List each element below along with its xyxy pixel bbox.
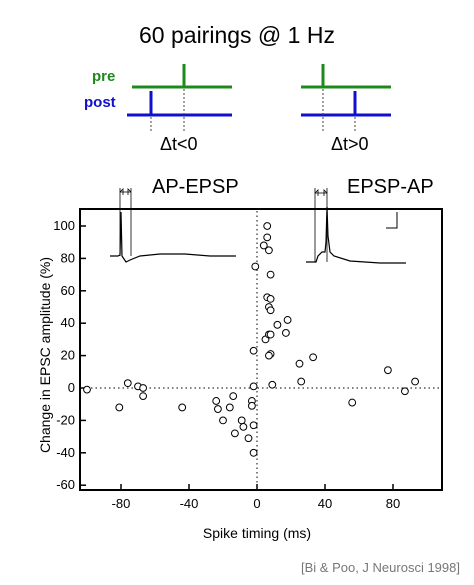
data-point [231, 429, 239, 438]
x-axis-label: Spike timing (ms) [202, 525, 312, 541]
data-point [219, 416, 227, 425]
y-tick-label: 60 [61, 283, 75, 298]
post-trace-positive [301, 91, 391, 117]
citation: [Bi & Poo, J Neurosci 1998] [301, 560, 460, 575]
data-point [249, 421, 258, 430]
y-tick-label: 20 [61, 348, 75, 363]
inset-label-ap-epsp: AP-EPSP [152, 176, 239, 198]
y-tick-label: -60 [56, 477, 75, 492]
data-point [248, 401, 256, 410]
post-trace-negative [127, 91, 232, 117]
pre-label: pre [92, 68, 116, 85]
data-point [266, 270, 275, 279]
y-tick-label: -20 [56, 412, 75, 427]
data-point [266, 330, 275, 339]
data-point [263, 222, 272, 230]
y-tick-label: -40 [56, 445, 75, 460]
data-point [384, 366, 392, 375]
inset-label-epsp-ap: EPSP-AP [347, 176, 434, 198]
data-point [251, 262, 260, 271]
x-tick-label: 0 [253, 496, 260, 511]
plot-axes: -80 -40 0 40 80 -60 -40 -20 0 20 40 60 80 100 [53, 208, 443, 511]
dt-negative-label: Δt<0 [160, 134, 198, 154]
tick-group: -80 -40 0 40 80 -60 -40 -20 0 20 40 60 80 100 [53, 218, 400, 511]
data-point [282, 329, 290, 337]
data-point [309, 353, 318, 362]
data-points [83, 222, 420, 457]
pairing-protocol-diagram [127, 64, 391, 132]
x-tick-label: -80 [112, 496, 131, 511]
data-point [214, 405, 222, 413]
x-tick-label: 80 [386, 496, 400, 511]
x-tick-label: -40 [180, 496, 199, 511]
y-axis-label: Change in EPSC amplitude (%) [37, 256, 53, 454]
data-point [212, 397, 221, 405]
data-point [266, 295, 275, 303]
data-point [401, 387, 409, 396]
data-point [348, 398, 357, 407]
data-point [225, 403, 234, 412]
data-point [229, 392, 238, 401]
data-point [265, 246, 273, 255]
data-point [237, 416, 246, 425]
data-point [411, 377, 420, 386]
data-point [295, 359, 304, 368]
y-tick-label: 40 [61, 315, 75, 330]
data-point [273, 320, 282, 329]
data-point [259, 241, 268, 250]
data-point [283, 316, 292, 324]
data-point [249, 346, 258, 355]
data-point [239, 422, 248, 431]
data-point [249, 448, 258, 457]
data-point [123, 379, 132, 388]
y-tick-label: 80 [61, 250, 75, 265]
data-point [139, 392, 148, 401]
pre-trace-negative [132, 64, 232, 89]
data-point [265, 351, 273, 360]
main-title: 60 pairings @ 1 Hz [139, 22, 335, 48]
dt-positive-label: Δt>0 [331, 134, 369, 154]
data-point [249, 382, 258, 391]
data-point [115, 403, 124, 412]
x-tick-label: 40 [318, 496, 332, 511]
inset-ap-epsp-trace [110, 188, 236, 263]
data-point [266, 306, 275, 315]
scale-bar [386, 212, 398, 229]
data-point [263, 233, 272, 242]
pre-trace-positive [301, 64, 391, 89]
y-tick-label: 100 [53, 218, 75, 233]
data-point [244, 434, 253, 443]
data-point [83, 385, 91, 394]
inset-traces [110, 188, 406, 264]
data-point [297, 377, 306, 386]
post-label: post [84, 94, 116, 111]
y-tick-label: 0 [68, 380, 75, 395]
data-point [178, 403, 187, 412]
inset-epsp-ap-trace [306, 188, 406, 264]
data-point [268, 380, 277, 389]
plot-frame [79, 208, 443, 491]
data-point [139, 384, 148, 392]
